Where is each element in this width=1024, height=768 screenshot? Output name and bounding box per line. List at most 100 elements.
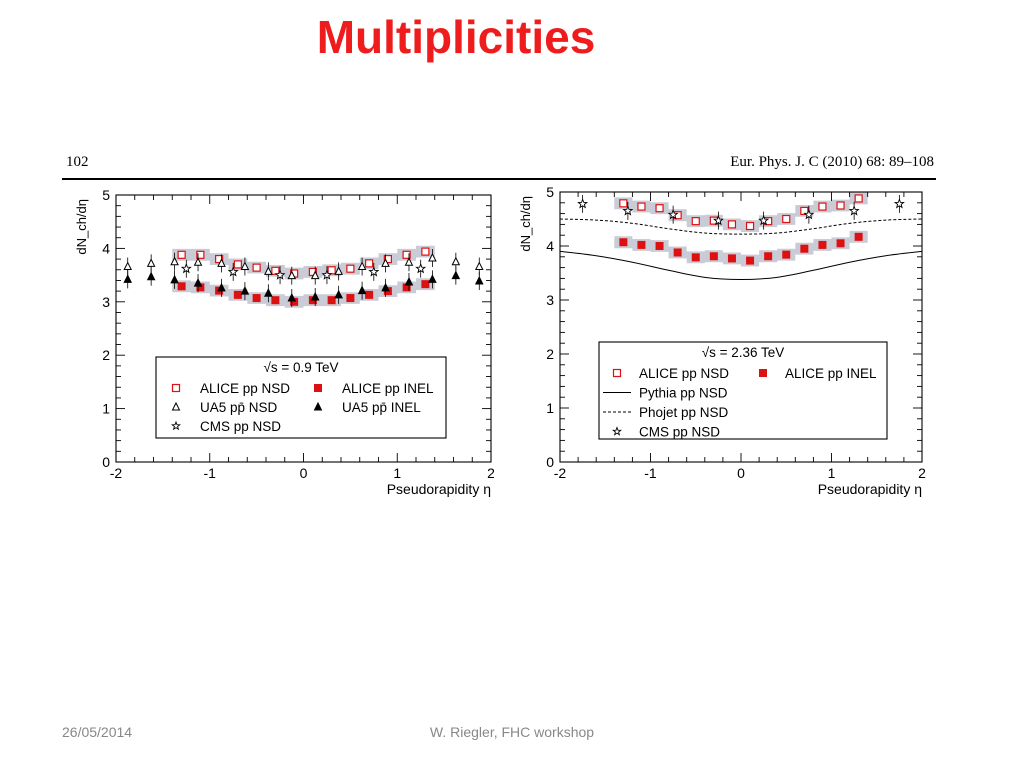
point-alice-pp-nsd — [637, 202, 646, 211]
legend-label: ALICE pp INEL — [342, 381, 434, 396]
point-ua5-pp-inel — [193, 277, 203, 287]
point-ua5-pp-nsd — [428, 252, 437, 262]
x-tick-label: 1 — [828, 465, 836, 481]
legend-label: Phojet pp NSD — [639, 405, 729, 420]
x-tick-label: 1 — [393, 465, 401, 481]
slide-title: Multiplicities — [316, 11, 596, 63]
legend-box — [598, 341, 888, 440]
legend-marker — [171, 401, 181, 411]
point-ua5-pp-inel — [170, 274, 179, 284]
point-ua5-pp-inel — [123, 274, 133, 283]
point-ua5-pp-nsd — [334, 266, 343, 275]
point-cms-pp-nsd — [180, 262, 192, 274]
point-ua5-pp-inel — [310, 291, 320, 301]
legend: √s = 2.36 TeV ALICE pp NSD ALICE pp INEL Py… — [598, 341, 888, 440]
footer-date: 26/05/2014 — [62, 724, 133, 740]
point-alice-pp-inel — [746, 256, 755, 265]
point-alice-pp-nsd — [818, 202, 827, 211]
point-alice-pp-nsd — [196, 250, 205, 259]
y-tick-label: 2 — [102, 347, 110, 363]
point-alice-pp-inel — [818, 240, 827, 249]
point-ua5-pp-inel — [451, 270, 461, 280]
chart-svg: -2 -1 0 1 2 0 1 2 3 4 5 Pseudorapidity η dN_ch/dη √s … — [74, 187, 494, 497]
legend-label: CMS pp NSD — [639, 425, 720, 440]
legend-marker — [759, 369, 767, 377]
x-tick-label: 0 — [737, 465, 745, 481]
y-tick-label: 4 — [546, 238, 554, 254]
point-alice-pp-inel — [655, 242, 664, 250]
y-tick-label: 0 — [102, 454, 110, 470]
legend-marker — [171, 383, 181, 393]
point-ua5-pp-nsd — [310, 270, 320, 280]
legend-label: ALICE pp INEL — [785, 366, 877, 381]
point-ua5-pp-inel — [474, 275, 484, 285]
x-tick-label: 2 — [918, 465, 926, 481]
point-alice-pp-inel — [709, 252, 718, 261]
chart-2.36tev: -2 -1 0 1 2 0 1 2 3 4 5 Pseudorapidity η dN_ch/dη √s … — [506, 182, 938, 502]
y-tick-label: 4 — [102, 240, 110, 256]
point-alice-pp-inel — [637, 240, 646, 249]
systematic-band — [614, 230, 868, 267]
y-tick-label: 5 — [102, 187, 110, 203]
point-alice-pp-nsd — [745, 221, 755, 231]
point-alice-pp-inel — [327, 296, 336, 305]
point-ua5-pp-nsd — [240, 261, 250, 271]
legend-box — [155, 356, 447, 439]
point-alice-pp-nsd — [691, 217, 700, 226]
legend-label: UA5 pp̄ INEL — [342, 400, 421, 415]
point-alice-pp-inel — [233, 290, 242, 299]
point-alice-pp-nsd — [365, 259, 374, 268]
chart-0.9tev: -2 -1 0 1 2 0 1 2 3 4 5 Pseudorapidity η dN_ch/dη √s … — [62, 182, 494, 502]
legend-marker — [611, 426, 623, 436]
point-alice-pp-inel — [365, 290, 374, 299]
point-alice-pp-nsd — [619, 199, 628, 208]
y-axis-label: dN_ch/dη — [518, 196, 533, 252]
legend-label: ALICE pp NSD — [200, 381, 290, 396]
point-alice-pp-inel — [782, 250, 791, 259]
y-tick-label: 2 — [546, 346, 554, 362]
paper-journal-reference: Eur. Phys. J. C (2010) 68: 89–108 — [730, 154, 934, 170]
point-alice-pp-inel — [421, 280, 430, 289]
point-ua5-pp-nsd — [381, 258, 390, 267]
point-alice-pp-inel — [271, 296, 280, 305]
y-tick-label: 5 — [546, 184, 554, 200]
point-alice-pp-inel — [764, 252, 773, 261]
point-cms-pp-nsd — [803, 208, 815, 220]
point-alice-pp-nsd — [271, 266, 280, 275]
point-ua5-pp-nsd — [474, 261, 484, 271]
point-alice-pp-nsd — [402, 250, 411, 259]
point-cms-pp-nsd — [321, 269, 333, 280]
point-ua5-pp-nsd — [123, 261, 133, 271]
point-alice-pp-nsd — [836, 201, 845, 210]
point-ua5-pp-nsd — [264, 266, 273, 275]
point-alice-pp-nsd — [383, 254, 392, 264]
x-tick-label: -1 — [204, 465, 217, 481]
point-alice-pp-inel — [673, 248, 682, 257]
point-ua5-pp-inel — [264, 288, 273, 297]
point-alice-pp-inel — [177, 282, 186, 291]
point-alice-pp-nsd — [177, 250, 186, 259]
point-alice-pp-nsd — [727, 220, 737, 229]
point-alice-pp-nsd — [421, 247, 430, 256]
legend-title: √s = 0.9 TeV — [263, 360, 338, 375]
point-cms-pp-nsd — [368, 266, 380, 277]
y-tick-label: 1 — [102, 401, 110, 417]
point-ua5-pp-inel — [146, 271, 156, 281]
point-alice-pp-nsd — [252, 263, 261, 272]
legend-marker — [314, 384, 322, 392]
legend-marker — [612, 368, 622, 378]
point-alice-pp-inel — [836, 239, 845, 248]
point-alice-pp-inel — [800, 244, 809, 253]
point-alice-pp-nsd — [782, 214, 791, 224]
x-tick-label: -1 — [644, 465, 657, 481]
x-tick-label: 2 — [487, 465, 494, 481]
point-ua5-pp-inel — [287, 292, 297, 302]
point-ua5-pp-inel — [404, 276, 414, 286]
point-ua5-pp-nsd — [451, 256, 461, 266]
point-ua5-pp-inel — [381, 282, 390, 292]
systematic-band — [172, 245, 435, 280]
point-ua5-pp-inel — [334, 289, 343, 299]
point-ua5-pp-nsd — [193, 257, 203, 266]
y-tick-label: 1 — [546, 400, 554, 416]
y-tick-label: 3 — [102, 294, 110, 310]
